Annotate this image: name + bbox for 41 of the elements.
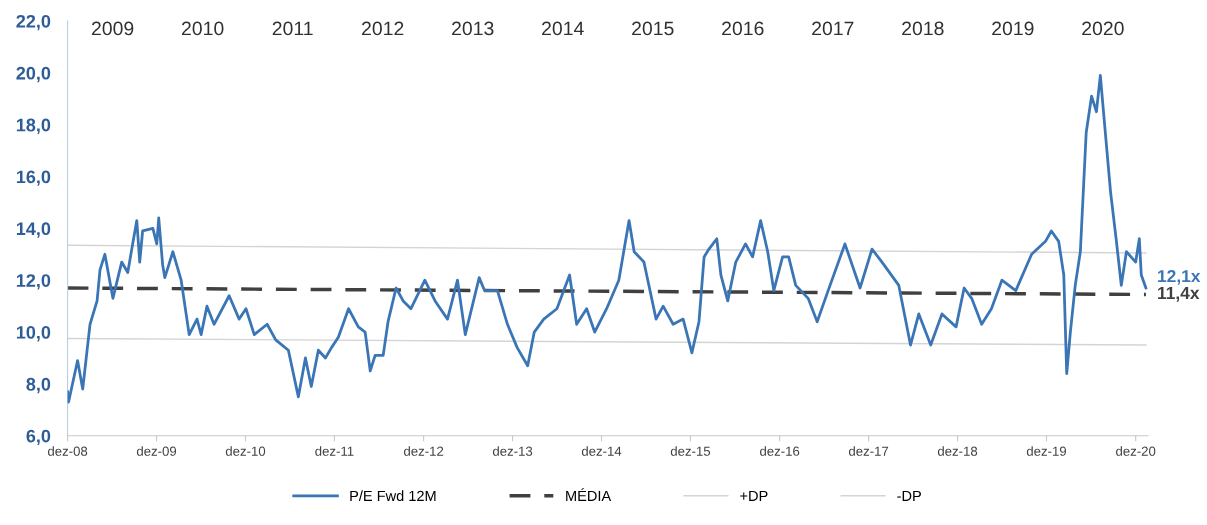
y-tick-label: 8,0 <box>26 377 51 394</box>
x-tick-label: dez-20 <box>1116 446 1156 456</box>
x-tick-label: dez-14 <box>581 446 622 456</box>
x-tick-label: dez-11 <box>315 446 354 456</box>
x-tick-label: dez-10 <box>225 446 266 456</box>
legend-label: MÉDIA <box>566 488 612 501</box>
annotation: 2015 <box>632 21 674 36</box>
annotation: 2009 <box>91 21 134 36</box>
annotation: 2017 <box>812 21 854 36</box>
annotation: 2019 <box>992 21 1034 36</box>
legend-label: P/E Fwd 12M <box>350 490 436 502</box>
x-tick-label: dez-16 <box>760 446 800 456</box>
annotation: 2016 <box>722 21 764 36</box>
y-tick-label: 6,0 <box>26 429 51 446</box>
legend-label: +DP <box>740 490 768 501</box>
annotation: 2010 <box>181 21 224 36</box>
y-tick-label: 12,0 <box>16 274 51 290</box>
x-tick-label: dez-18 <box>937 446 978 456</box>
annotation: 2012 <box>362 21 404 36</box>
y-tick-label: 10,0 <box>16 326 51 342</box>
y-tick-label: 14,0 <box>16 222 51 238</box>
y-tick-label: 20,0 <box>16 66 51 83</box>
line-series <box>67 74 1148 404</box>
annotation: 2018 <box>902 21 944 36</box>
x-tick-label: dez-13 <box>492 446 533 456</box>
annotation: 2020 <box>1082 21 1124 36</box>
annotation: 2013 <box>452 21 494 36</box>
y-tick-label: 18,0 <box>16 118 51 135</box>
x-tick-label: dez-08 <box>47 446 88 456</box>
x-tick-label: dez-09 <box>136 446 177 456</box>
annotation: 11,4x <box>1158 287 1200 302</box>
annotation: 2011 <box>272 21 313 36</box>
x-tick-label: dez-12 <box>404 446 444 456</box>
x-tick-label: dez-15 <box>670 446 711 456</box>
annotation: 2014 <box>542 21 584 36</box>
x-tick-label: dez-19 <box>1026 446 1067 456</box>
y-tick-label: 16,0 <box>16 170 51 186</box>
annotation: 12,1x <box>1158 269 1201 285</box>
y-tick-label: 22,0 <box>16 14 51 31</box>
x-tick-label: dez-17 <box>848 446 889 456</box>
legend-label: -DP <box>897 490 921 501</box>
